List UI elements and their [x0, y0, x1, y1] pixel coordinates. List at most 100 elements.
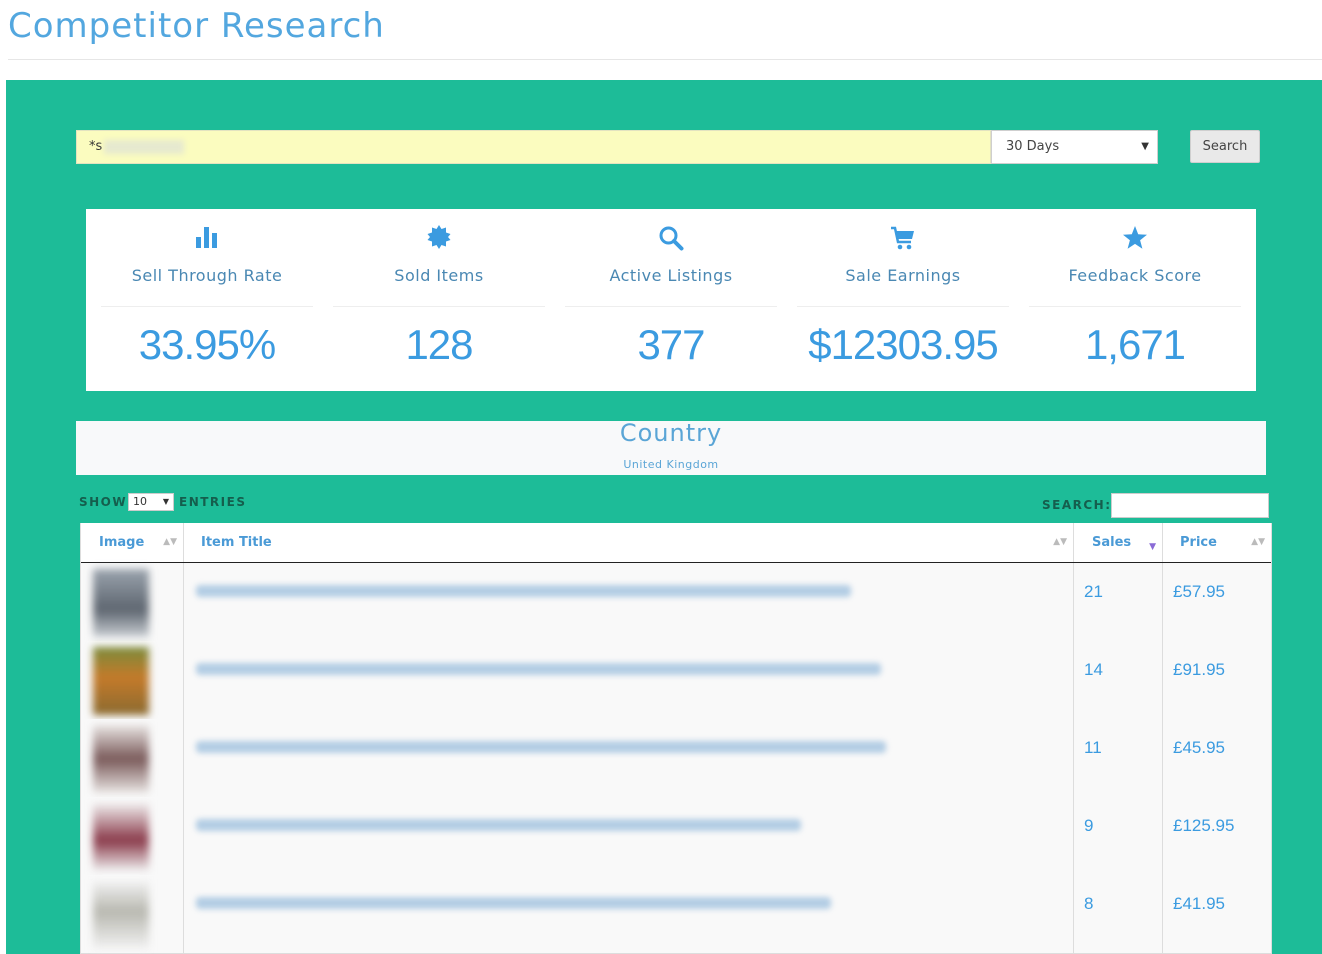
image-cell	[81, 563, 184, 641]
stat-label: Sell Through Rate	[131, 266, 283, 285]
bar-chart-icon	[101, 225, 313, 251]
column-header-sales[interactable]: Sales ▼	[1074, 523, 1163, 562]
item-title-cell	[184, 875, 1074, 953]
sales-cell: 9	[1074, 797, 1163, 875]
price-cell: £41.95	[1163, 875, 1271, 953]
sales-cell: 8	[1074, 875, 1163, 953]
redacted-item-title[interactable]	[196, 819, 801, 831]
sales-value: 14	[1084, 660, 1103, 679]
item-title-cell	[184, 641, 1074, 719]
stat-value: 377	[637, 321, 705, 368]
sales-cell: 11	[1074, 719, 1163, 797]
stat-divider	[101, 306, 313, 307]
column-header-item-title[interactable]: Item Title ▲▼	[184, 523, 1074, 562]
item-title-cell	[184, 797, 1074, 875]
country-title: Country	[619, 419, 723, 447]
stat-value: $12303.95	[808, 321, 999, 368]
sales-cell: 21	[1074, 563, 1163, 641]
table-row[interactable]: 8 £41.95	[81, 875, 1271, 954]
title-divider	[8, 59, 1322, 60]
stat-sale-earnings: Sale Earnings $12303.95	[797, 209, 1009, 391]
price-value: £91.95	[1173, 660, 1225, 679]
item-title-cell	[184, 719, 1074, 797]
sales-value: 11	[1084, 738, 1102, 757]
sales-value: 21	[1084, 582, 1103, 601]
entries-label: ENTRIES	[179, 495, 247, 509]
price-value: £57.95	[1173, 582, 1225, 601]
stat-sell-through-rate: Sell Through Rate 33.95%	[101, 209, 313, 391]
search-query: *s	[89, 139, 103, 154]
image-cell	[81, 875, 184, 953]
redacted-item-title[interactable]	[196, 663, 881, 675]
entries-length-select[interactable]: 10 ▼	[128, 493, 174, 511]
stat-sold-items: Sold Items 128	[333, 209, 545, 391]
table-row[interactable]: 21 £57.95	[81, 563, 1271, 642]
sales-value: 9	[1084, 816, 1094, 835]
period-select-value: 30 Days	[1006, 139, 1060, 154]
stat-value: 33.95%	[138, 321, 276, 368]
product-image[interactable]	[93, 647, 149, 715]
sort-icon: ▲▼	[1053, 537, 1067, 547]
table-search-label: SEARCH:	[1042, 498, 1112, 512]
cart-icon	[797, 225, 1009, 251]
stat-label: Sale Earnings	[845, 266, 961, 285]
sales-value: 8	[1084, 894, 1094, 913]
table-header: Image ▲▼ Item Title ▲▼ Sales ▼ Price ▲▼	[81, 523, 1271, 563]
country-panel: Country United Kingdom	[76, 419, 1266, 475]
stat-label: Sold Items	[394, 266, 484, 285]
redacted-item-title[interactable]	[196, 741, 886, 753]
price-value: £41.95	[1173, 894, 1225, 913]
stat-divider	[1029, 306, 1241, 307]
table-search-input[interactable]	[1111, 493, 1269, 518]
star-icon	[1029, 225, 1241, 251]
badge-icon	[333, 225, 545, 251]
price-value: £45.95	[1173, 738, 1225, 757]
stats-panel: Sell Through Rate 33.95% Sold Items 128 …	[86, 209, 1256, 391]
price-value: £125.95	[1173, 816, 1235, 835]
item-title-cell	[184, 563, 1074, 641]
page-title: Competitor Research	[8, 6, 385, 46]
product-image[interactable]	[93, 725, 149, 793]
sort-icon: ▲▼	[1251, 537, 1265, 547]
image-cell	[81, 719, 184, 797]
stat-divider	[797, 306, 1009, 307]
table-row[interactable]: 14 £91.95	[81, 641, 1271, 720]
product-image[interactable]	[93, 803, 149, 871]
entries-length-value: 10	[133, 495, 147, 508]
price-cell: £45.95	[1163, 719, 1271, 797]
table-row[interactable]: 9 £125.95	[81, 797, 1271, 876]
main-panel: *s 30 Days ▼ Search Sell Through Rate 33…	[6, 80, 1322, 954]
caret-down-icon: ▼	[162, 497, 169, 506]
results-table: Image ▲▼ Item Title ▲▼ Sales ▼ Price ▲▼	[80, 523, 1272, 954]
redacted-item-title[interactable]	[196, 897, 831, 909]
period-select[interactable]: 30 Days ▼	[991, 130, 1158, 164]
redacted-text	[104, 139, 185, 154]
stat-feedback-score: Feedback Score 1,671	[1029, 209, 1241, 391]
stat-active-listings: Active Listings 377	[565, 209, 777, 391]
image-cell	[81, 797, 184, 875]
search-button[interactable]: Search	[1190, 130, 1260, 163]
search-icon	[565, 225, 777, 251]
stat-value: 128	[405, 321, 473, 368]
column-header-price[interactable]: Price ▲▼	[1163, 523, 1271, 562]
price-cell: £91.95	[1163, 641, 1271, 719]
stat-label: Feedback Score	[1068, 266, 1202, 285]
search-input[interactable]: *s	[76, 130, 991, 164]
column-header-image[interactable]: Image ▲▼	[81, 523, 184, 562]
sales-cell: 14	[1074, 641, 1163, 719]
image-cell	[81, 641, 184, 719]
country-value: United Kingdom	[623, 458, 719, 471]
stat-divider	[333, 306, 545, 307]
price-cell: £57.95	[1163, 563, 1271, 641]
product-image[interactable]	[93, 881, 149, 949]
product-image[interactable]	[93, 569, 149, 637]
sort-descending-icon: ▼	[1149, 542, 1156, 552]
table-row[interactable]: 11 £45.95	[81, 719, 1271, 798]
stat-value: 1,671	[1084, 321, 1186, 368]
stat-divider	[565, 306, 777, 307]
price-cell: £125.95	[1163, 797, 1271, 875]
stat-label: Active Listings	[609, 266, 733, 285]
caret-down-icon: ▼	[1141, 141, 1149, 152]
redacted-item-title[interactable]	[196, 585, 851, 597]
show-label: SHOW	[79, 495, 128, 509]
